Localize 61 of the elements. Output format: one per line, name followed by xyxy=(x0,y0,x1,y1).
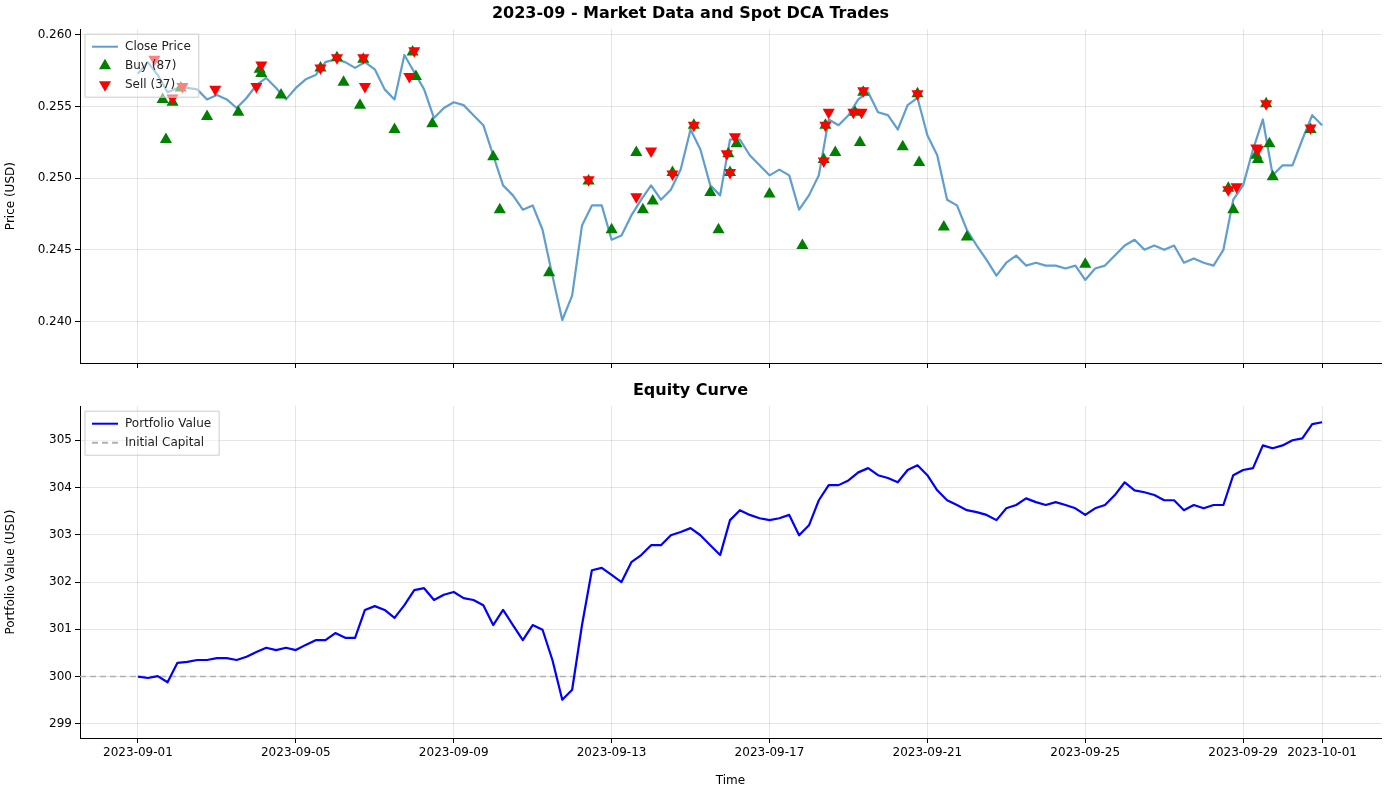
legend-label: Close Price xyxy=(125,38,191,53)
y-tick-label: 299 xyxy=(49,715,72,730)
point xyxy=(646,194,659,205)
point xyxy=(274,88,288,99)
point xyxy=(1266,169,1279,181)
chart-title: Equity Curve xyxy=(632,379,749,399)
y-axis-title: Portfolio Value (USD) xyxy=(3,509,18,635)
legend-label: Buy (87) xyxy=(125,57,177,72)
y-tick-label: 302 xyxy=(49,574,72,589)
x-tick-label: 2023-10-01 xyxy=(1287,745,1357,760)
point xyxy=(896,139,909,151)
point xyxy=(829,145,842,156)
y-tick-label: 0.260 xyxy=(37,27,72,42)
y-tick-label: 300 xyxy=(49,668,72,683)
point xyxy=(493,202,506,214)
point xyxy=(543,265,556,277)
x-tick-label: 2023-09-13 xyxy=(576,745,647,760)
x-tick-label: 2023-09-17 xyxy=(734,745,805,760)
x-axis-title: Time xyxy=(714,772,746,787)
x-tick-label: 2023-09-01 xyxy=(103,745,173,760)
x-tick-label: 2023-09-29 xyxy=(1208,745,1278,760)
point xyxy=(704,185,717,197)
point xyxy=(937,219,950,231)
point xyxy=(763,186,776,198)
y-tick-label: 0.250 xyxy=(37,170,72,185)
chart-title: 2023-09 - Market Data and Spot DCA Trades xyxy=(491,2,890,22)
point xyxy=(630,145,643,156)
point xyxy=(1263,136,1276,148)
point xyxy=(487,149,500,161)
point xyxy=(1079,257,1092,268)
point xyxy=(1227,202,1240,214)
y-tick-label: 0.245 xyxy=(37,241,72,256)
x-tick-label: 2023-09-09 xyxy=(418,745,489,760)
point xyxy=(712,222,725,234)
y-tick-label: 304 xyxy=(49,479,72,494)
y-axis-title: Price (USD) xyxy=(3,162,18,231)
legend-label: Sell (37) xyxy=(125,76,176,91)
point xyxy=(232,105,245,116)
point xyxy=(388,122,401,133)
point xyxy=(426,116,439,128)
point xyxy=(960,229,973,241)
point xyxy=(200,109,214,121)
point xyxy=(636,202,649,214)
x-tick-label: 2023-09-05 xyxy=(260,745,331,760)
y-tick-label: 301 xyxy=(49,621,72,636)
point xyxy=(353,98,367,109)
y-tick-label: 0.240 xyxy=(37,313,72,328)
point xyxy=(159,132,172,144)
y-tick-label: 303 xyxy=(49,526,72,541)
x-tick-label: 2023-09-21 xyxy=(892,745,963,760)
x-tick-label: 2023-09-25 xyxy=(1050,745,1121,760)
legend-label: Initial Capital xyxy=(125,434,205,449)
y-tick-label: 0.255 xyxy=(37,98,72,113)
legend-label: Portfolio Value xyxy=(125,415,212,430)
y-tick-label: 305 xyxy=(49,432,72,447)
point xyxy=(605,222,618,234)
point xyxy=(156,92,169,103)
point xyxy=(796,238,809,250)
point xyxy=(337,75,350,86)
point xyxy=(913,155,926,166)
point xyxy=(853,135,866,146)
